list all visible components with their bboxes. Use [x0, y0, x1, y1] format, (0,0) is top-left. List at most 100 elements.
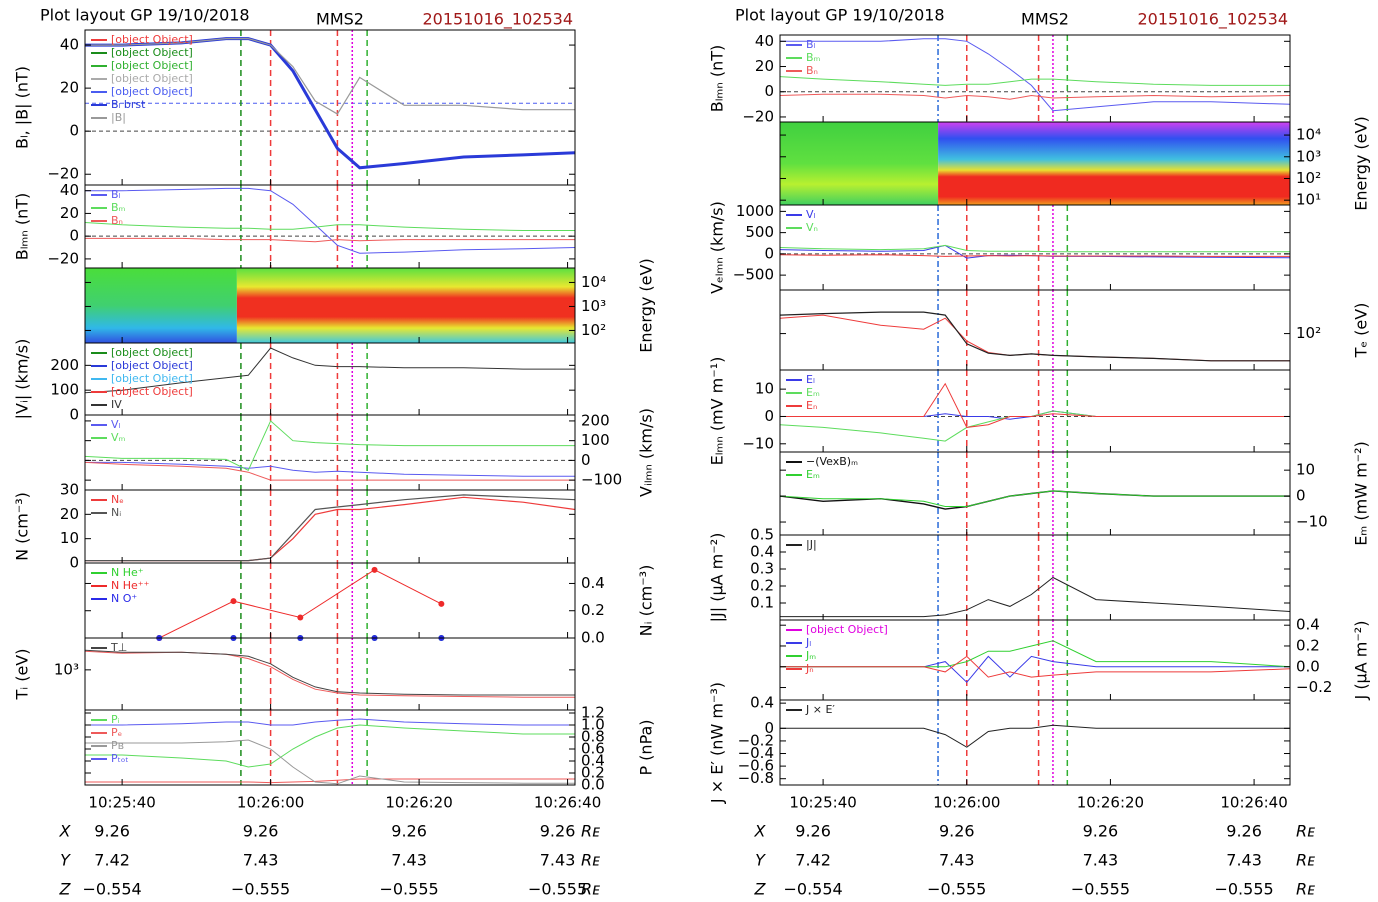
- y-tick-label: 0: [764, 82, 774, 100]
- y-tick-label: 10³: [581, 297, 606, 315]
- legend-label: Vₘ: [111, 431, 126, 444]
- legend-label: Vₗ: [806, 208, 816, 221]
- y-tick-label: 0.4: [581, 574, 605, 592]
- y-tick-label: 0.6: [581, 740, 605, 758]
- ephemeris-value: 7.43: [1083, 851, 1119, 870]
- y-axis-label: Bₗ, |B| (nT): [13, 66, 32, 149]
- y-axis-label: Energy (eV): [637, 258, 656, 352]
- y-axis-label: J (μA m⁻²): [1352, 621, 1371, 701]
- ephemeris-value: −0.555: [231, 880, 290, 899]
- data-line: [85, 739, 575, 785]
- y-tick-label: 0.3: [750, 560, 774, 578]
- data-line: [85, 778, 575, 784]
- legend-label: −(VexB)ₘ: [806, 455, 858, 468]
- data-line: [780, 655, 1291, 678]
- x-tick-label: 10:26:00: [237, 794, 304, 812]
- x-tick-label: 10:26:00: [933, 794, 1000, 812]
- data-point: [371, 566, 378, 573]
- legend-label: Bₗ: [806, 38, 816, 51]
- ephemeris-value: 7.42: [94, 851, 130, 870]
- ephemeris-value: 9.26: [94, 822, 130, 841]
- legend-label: Jₙ: [805, 662, 814, 675]
- y-axis-label: |Vᵢ| (km/s): [13, 339, 32, 420]
- legend-label: [object Object]: [111, 346, 193, 359]
- legend-label: J × E′: [805, 703, 835, 716]
- data-line: [84, 222, 575, 231]
- legend-label: Vₙ: [806, 221, 818, 234]
- ephemeris-value: −0.555: [528, 880, 587, 899]
- y-axis-label: Nᵢ (cm⁻³): [637, 565, 656, 637]
- ephemeris-value: −0.555: [1214, 880, 1273, 899]
- panel-frame: [84, 709, 576, 786]
- ephemeris-value: −0.554: [83, 880, 142, 899]
- panel: −10 0 10 Eₘ (mW m⁻²) −(VexB)ₘEₘ: [779, 441, 1371, 546]
- ephemeris-value: 9.26: [391, 822, 427, 841]
- y-tick-label: 200: [581, 411, 610, 429]
- y-tick-label: 100: [50, 381, 79, 399]
- y-axis-label: Energy (eV): [1352, 116, 1371, 210]
- x-tick-label: 10:26:40: [1220, 794, 1287, 812]
- y-tick-label: 20: [60, 79, 79, 97]
- legend-label: |B|: [111, 111, 126, 124]
- y-tick-label: 0.2: [1296, 636, 1320, 654]
- plot-title: Plot layout GP 19/10/2018: [735, 6, 945, 25]
- y-tick-label: 20: [60, 204, 79, 222]
- y-axis-label: Bₗₘₙ (nT): [708, 45, 727, 112]
- y-tick-label: 0.0: [1296, 657, 1320, 675]
- plot-title: Plot layout GP 19/10/2018: [40, 6, 250, 25]
- event-id: 20151016_102534: [1137, 10, 1288, 30]
- ephemeris-value: 7.43: [243, 851, 279, 870]
- data-line: [779, 93, 1291, 100]
- ephemeris-value: 9.26: [1083, 822, 1119, 841]
- ephemeris-value: 7.42: [795, 851, 831, 870]
- ephemeris-label: X: [59, 822, 72, 841]
- y-tick-label: −500: [733, 266, 774, 284]
- data-line: [780, 38, 1291, 112]
- legend-label: N He⁺⁺: [111, 579, 150, 592]
- y-tick-label: −20: [742, 107, 774, 125]
- legend-label: Jₗ: [805, 636, 811, 649]
- legend-label: N He⁺: [111, 566, 144, 579]
- legend-label: Pₜₒₜ: [111, 752, 129, 765]
- y-axis-label: Tᵢ (eV): [13, 649, 32, 701]
- y-tick-label: 0: [1296, 487, 1306, 505]
- y-tick-label: 0.0: [581, 776, 605, 794]
- panel: −0.8−0.6−0.4−0.20 0.4 J × E′ (nW m⁻³) J × E…: [708, 682, 1291, 804]
- x-tick-label: 10:26:20: [1077, 794, 1144, 812]
- ephemeris-unit: Rᴇ: [1296, 822, 1315, 841]
- y-tick-label: 0: [69, 554, 79, 572]
- y-axis-label: P (nPa): [637, 719, 656, 775]
- data-line: [85, 461, 575, 477]
- y-tick-label: −20: [47, 165, 79, 183]
- legend-label: |J|: [806, 538, 817, 551]
- data-line: [780, 640, 1291, 668]
- y-tick-label: 1.2: [581, 704, 605, 722]
- y-axis-label: N (cm⁻³): [13, 492, 32, 561]
- ephemeris-value: −0.555: [379, 880, 438, 899]
- probe-name: MMS2: [316, 10, 364, 29]
- data-line: [85, 237, 575, 243]
- ephemeris-value: 7.43: [391, 851, 427, 870]
- ephemeris-label: X: [754, 822, 767, 841]
- ephemeris-label: Z: [754, 880, 767, 899]
- y-tick-label: 0.2: [581, 601, 605, 619]
- y-tick-label: 0: [69, 227, 79, 245]
- panel: 10² 10³ 10⁴ Energy (eV): [84, 258, 656, 353]
- y-tick-label: 10⁴: [581, 273, 606, 291]
- y-tick-label: −100: [581, 471, 622, 489]
- ephemeris-value: −0.554: [783, 880, 842, 899]
- legend-label: [object Object]: [806, 623, 888, 636]
- y-tick-label: 10³: [1296, 147, 1321, 165]
- data-line: [779, 254, 1290, 257]
- data-line: [780, 655, 1290, 684]
- event-id: 20151016_102534: [422, 10, 573, 30]
- panel-frame: [779, 369, 1291, 453]
- y-tick-label: −0.6: [738, 757, 774, 775]
- y-tick-label: 40: [755, 32, 774, 50]
- data-line: [779, 410, 1290, 442]
- ephemeris-value: 9.26: [939, 822, 975, 841]
- y-tick-label: 10²: [1296, 169, 1321, 187]
